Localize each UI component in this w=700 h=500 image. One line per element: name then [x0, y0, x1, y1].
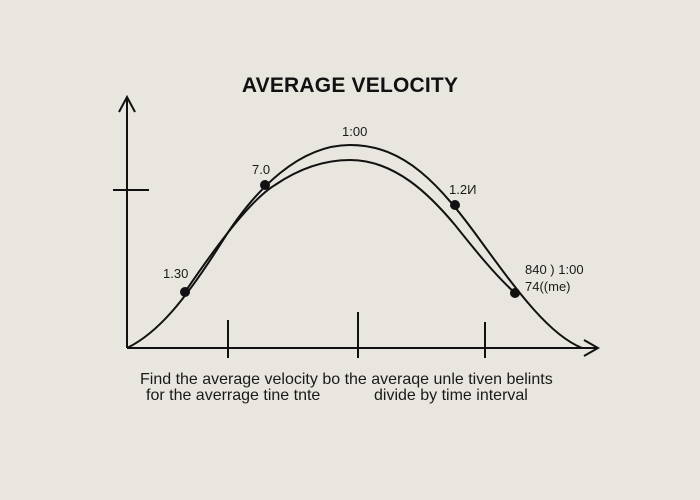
label-right-point-line1: 840 ) 1:00: [525, 262, 584, 277]
velocity-curve-inner: [184, 158, 516, 294]
point-upper-left: [260, 180, 270, 190]
point-upper-right: [450, 200, 460, 210]
caption-line-1: Find the average velocity bo the averaqe…: [140, 371, 553, 388]
x-axis-arrowhead: [583, 339, 601, 357]
label-right-point-line2: 74((me): [525, 279, 571, 294]
point-left: [180, 287, 190, 297]
diagram-title: AVERAGE VELOCITY: [241, 74, 459, 97]
label-upper-right-point: 1.2И: [449, 182, 477, 197]
point-right: [510, 288, 520, 298]
velocity-curve-outer: [126, 143, 583, 349]
caption-line-2-left: for the averrage tine tnte: [146, 387, 321, 404]
caption-line-2-right: divide by time interval: [374, 387, 528, 404]
y-axis-arrowhead: [118, 94, 136, 113]
label-left-point: 1.30: [163, 266, 189, 281]
label-peak: 1:00: [342, 124, 368, 139]
label-upper-left-point: 7.0: [252, 162, 271, 177]
